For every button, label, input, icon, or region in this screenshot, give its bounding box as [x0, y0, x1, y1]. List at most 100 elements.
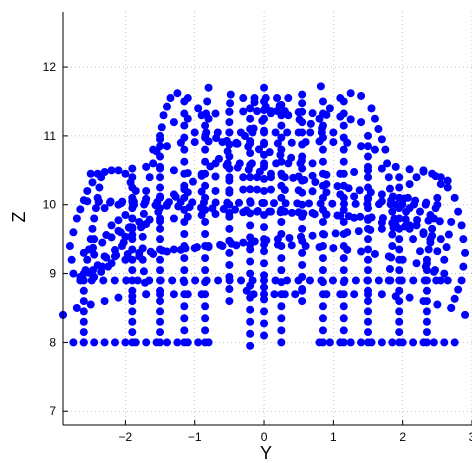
data-point — [401, 215, 410, 224]
data-point — [97, 267, 106, 276]
data-point — [377, 135, 386, 144]
data-point — [180, 254, 189, 263]
data-point — [240, 132, 249, 141]
data-point — [211, 198, 220, 207]
data-point — [260, 307, 269, 316]
data-point — [339, 169, 348, 178]
data-point — [395, 245, 404, 254]
data-point — [100, 297, 109, 306]
data-point — [76, 205, 85, 214]
data-point — [272, 159, 281, 168]
data-point — [122, 276, 131, 285]
data-point — [440, 338, 449, 347]
data-point — [201, 290, 210, 299]
data-point — [364, 235, 373, 244]
data-point — [128, 338, 137, 347]
data-point — [202, 128, 211, 137]
data-point — [351, 276, 360, 285]
data-point — [225, 107, 234, 116]
data-point — [440, 255, 449, 264]
data-point — [202, 109, 211, 118]
data-point — [145, 276, 154, 285]
data-point — [433, 193, 442, 202]
data-point — [364, 245, 373, 254]
data-point — [107, 221, 116, 230]
data-point — [298, 99, 307, 108]
data-point — [258, 199, 267, 208]
data-point — [102, 253, 111, 262]
data-point — [422, 297, 431, 306]
data-point — [225, 212, 234, 221]
data-point — [180, 97, 189, 106]
data-point — [395, 317, 404, 326]
data-point — [100, 338, 109, 347]
data-point — [432, 276, 441, 285]
data-point — [180, 185, 189, 194]
data-point — [181, 244, 190, 253]
data-point — [271, 276, 280, 285]
data-point — [294, 276, 303, 285]
data-point — [69, 269, 78, 278]
data-point — [364, 307, 373, 316]
data-point — [246, 149, 255, 158]
data-point — [246, 257, 255, 266]
data-point — [294, 128, 303, 137]
data-point — [442, 243, 451, 252]
data-point — [121, 211, 130, 220]
data-point — [201, 157, 210, 166]
data-point — [214, 154, 223, 163]
data-point — [355, 186, 364, 195]
data-point — [331, 229, 340, 238]
data-point — [138, 232, 147, 241]
data-point — [201, 217, 210, 226]
data-point — [110, 276, 119, 285]
data-point — [169, 118, 178, 127]
data-point — [79, 338, 88, 347]
data-point — [409, 235, 418, 244]
data-point — [287, 153, 296, 162]
data-point — [180, 266, 189, 275]
data-point — [79, 297, 88, 306]
data-point — [299, 209, 308, 218]
data-point — [444, 230, 453, 239]
data-point — [197, 170, 206, 179]
x-axis-label: Y — [260, 443, 272, 463]
data-point — [364, 328, 373, 337]
data-point — [244, 165, 253, 174]
x-tick-label: −2 — [119, 430, 133, 444]
data-point — [154, 208, 163, 217]
data-point — [298, 140, 307, 149]
data-point — [156, 142, 165, 151]
data-point — [450, 338, 459, 347]
y-tick-label: 10 — [43, 198, 57, 212]
data-point — [142, 338, 151, 347]
data-point — [395, 286, 404, 295]
data-point — [276, 208, 285, 217]
data-point — [424, 216, 433, 225]
data-point — [367, 104, 376, 113]
data-point — [225, 276, 234, 285]
data-point — [190, 138, 199, 147]
data-point — [370, 249, 379, 258]
data-point — [86, 300, 95, 309]
data-point — [225, 128, 234, 137]
data-point — [146, 247, 155, 256]
data-point — [457, 221, 466, 230]
data-point — [239, 94, 248, 103]
y-tick-label: 12 — [43, 60, 57, 74]
data-point — [169, 214, 178, 223]
data-point — [316, 82, 325, 91]
data-point — [400, 222, 409, 231]
data-point — [104, 262, 113, 271]
data-point — [173, 89, 182, 98]
data-point — [191, 276, 200, 285]
data-point — [346, 338, 355, 347]
data-point — [363, 276, 372, 285]
data-point — [304, 199, 313, 208]
data-point — [377, 190, 386, 199]
data-point — [260, 138, 269, 147]
data-point — [201, 302, 210, 311]
data-point — [318, 302, 327, 311]
data-point — [339, 338, 348, 347]
data-point — [308, 159, 317, 168]
